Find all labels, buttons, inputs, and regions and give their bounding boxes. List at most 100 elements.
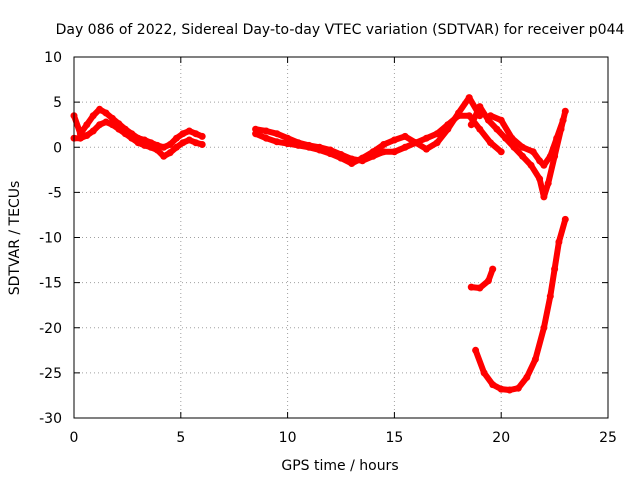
data-point xyxy=(348,160,356,167)
x-tick-label: 25 xyxy=(599,430,617,446)
data-point xyxy=(179,130,187,138)
data-point xyxy=(467,283,475,291)
data-point xyxy=(506,386,514,394)
data-point xyxy=(252,130,260,138)
data-point xyxy=(76,134,84,142)
data-point xyxy=(412,139,420,147)
data-point xyxy=(536,175,544,183)
data-point xyxy=(493,125,501,133)
data-point xyxy=(141,141,148,149)
data-point xyxy=(192,130,200,138)
data-point xyxy=(502,134,509,142)
data-point xyxy=(476,103,484,111)
data-point xyxy=(89,127,97,135)
x-tick-label: 20 xyxy=(492,430,510,446)
data-point xyxy=(166,149,174,157)
x-tick-label: 15 xyxy=(385,430,403,446)
data-point xyxy=(422,145,430,153)
data-point xyxy=(559,116,567,124)
data-point xyxy=(390,148,398,156)
data-point xyxy=(487,139,494,147)
data-point xyxy=(83,132,91,139)
data-point xyxy=(540,161,548,169)
data-point xyxy=(294,141,302,149)
data-point xyxy=(108,114,116,122)
data-point xyxy=(433,130,441,138)
x-tick-label: 10 xyxy=(279,430,297,446)
data-point xyxy=(527,161,535,169)
data-point xyxy=(401,143,409,151)
data-point xyxy=(390,136,398,144)
series-track-d xyxy=(252,94,483,167)
y-tick-label: -25 xyxy=(39,366,62,382)
data-point xyxy=(561,215,569,223)
plot-frame xyxy=(73,56,609,419)
series-track-f xyxy=(487,112,567,169)
data-point xyxy=(305,143,313,151)
data-point xyxy=(497,148,505,156)
x-tick-label: 5 xyxy=(176,430,185,446)
data-point xyxy=(153,146,161,154)
data-point xyxy=(115,125,123,133)
data-point xyxy=(166,141,174,148)
data-point xyxy=(284,134,292,142)
data-point xyxy=(508,134,516,142)
chart-title: Day 086 of 2022, Sidereal Day-to-day VTE… xyxy=(56,22,625,38)
x-axis-label: GPS time / hours xyxy=(281,458,398,474)
data-point xyxy=(96,121,104,129)
y-tick-label: -15 xyxy=(39,276,62,292)
data-point xyxy=(89,112,97,120)
data-point xyxy=(284,140,292,148)
data-point xyxy=(433,139,441,147)
data-point xyxy=(531,355,539,363)
grid-lines xyxy=(74,57,608,418)
data-point xyxy=(497,116,505,124)
data-point xyxy=(455,109,462,117)
y-tick-label: 5 xyxy=(53,95,62,111)
data-point xyxy=(128,134,136,142)
x-tick-label: 0 xyxy=(70,430,79,446)
data-point xyxy=(467,121,475,129)
data-point xyxy=(147,143,155,151)
data-point xyxy=(316,146,324,154)
data-point xyxy=(173,143,180,151)
series-track-b xyxy=(71,119,206,160)
data-point xyxy=(480,369,488,377)
data-point xyxy=(96,105,104,113)
data-point xyxy=(476,125,484,133)
data-point xyxy=(185,136,193,144)
data-point xyxy=(523,373,531,381)
data-point xyxy=(519,152,527,160)
data-point xyxy=(514,384,522,392)
data-point xyxy=(551,265,559,273)
data-point xyxy=(102,118,110,126)
y-tick-label: -20 xyxy=(39,321,62,337)
data-point xyxy=(555,238,563,246)
data-point xyxy=(173,134,180,142)
data-point xyxy=(192,139,200,147)
data-point xyxy=(273,138,281,146)
y-tick-label: -30 xyxy=(39,411,62,427)
data-point xyxy=(546,292,554,300)
data-point xyxy=(134,139,142,147)
data-point xyxy=(121,130,129,138)
data-point xyxy=(198,132,206,140)
y-tick-label: 0 xyxy=(53,140,62,156)
series-track-h xyxy=(472,216,569,393)
data-point xyxy=(510,143,518,151)
data-point xyxy=(472,346,480,354)
axes: 0 5 10 15 20 25 10 5 0 -5 -10 -15 -20 -25 -30 xyxy=(39,50,617,446)
data-point xyxy=(476,284,484,292)
data-point xyxy=(337,154,345,162)
data-point xyxy=(529,148,537,156)
data-point xyxy=(484,277,492,285)
data-point xyxy=(262,134,270,142)
data-point xyxy=(102,109,110,117)
data-point xyxy=(380,141,388,148)
data-point xyxy=(519,143,527,151)
data-point xyxy=(540,324,548,332)
data-point xyxy=(160,152,168,160)
data-point xyxy=(489,381,497,389)
data-point xyxy=(380,148,388,156)
